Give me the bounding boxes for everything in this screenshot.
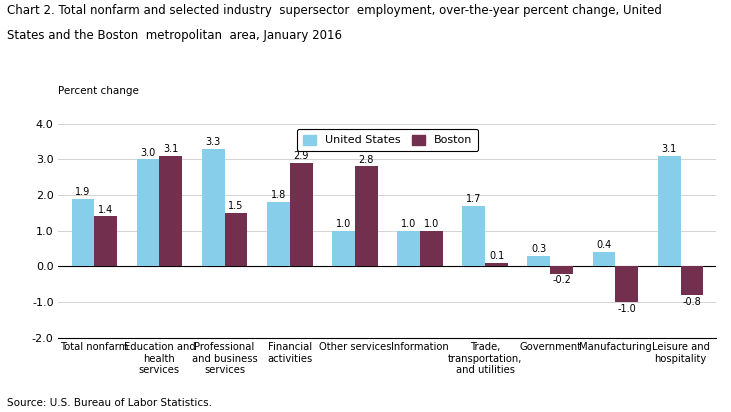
Text: 0.1: 0.1 xyxy=(489,251,504,261)
Text: 1.0: 1.0 xyxy=(424,219,439,229)
Bar xyxy=(332,231,355,267)
Bar xyxy=(550,267,573,274)
Text: 3.1: 3.1 xyxy=(662,144,677,154)
Bar xyxy=(616,267,638,302)
Text: 3.0: 3.0 xyxy=(140,147,156,157)
Bar xyxy=(528,256,550,267)
Text: 3.1: 3.1 xyxy=(163,144,178,154)
Bar xyxy=(289,163,313,267)
Text: -1.0: -1.0 xyxy=(618,304,636,314)
Text: Chart 2. Total nonfarm and selected industry  supersector  employment, over-the-: Chart 2. Total nonfarm and selected indu… xyxy=(7,4,662,17)
Bar xyxy=(681,267,703,295)
Bar xyxy=(420,231,443,267)
Bar xyxy=(593,252,616,267)
Text: -0.8: -0.8 xyxy=(683,297,701,307)
Bar xyxy=(485,263,508,267)
Text: 2.9: 2.9 xyxy=(293,151,308,161)
Text: 1.4: 1.4 xyxy=(98,205,113,215)
Text: States and the Boston  metropolitan  area, January 2016: States and the Boston metropolitan area,… xyxy=(7,29,342,42)
Text: 1.9: 1.9 xyxy=(75,187,91,197)
Text: Source: U.S. Bureau of Labor Statistics.: Source: U.S. Bureau of Labor Statistics. xyxy=(7,398,212,408)
Text: 3.3: 3.3 xyxy=(205,137,221,147)
Bar xyxy=(94,216,117,267)
Bar xyxy=(159,156,182,267)
Bar xyxy=(397,231,420,267)
Text: 0.4: 0.4 xyxy=(596,240,612,250)
Text: 0.3: 0.3 xyxy=(531,244,547,254)
Bar xyxy=(224,213,247,267)
Text: -0.2: -0.2 xyxy=(552,275,571,286)
Bar xyxy=(72,199,94,267)
Bar xyxy=(137,159,159,267)
Text: 1.0: 1.0 xyxy=(401,219,416,229)
Text: 1.8: 1.8 xyxy=(270,190,286,200)
Bar xyxy=(202,149,224,267)
Bar xyxy=(462,206,485,267)
Bar xyxy=(355,166,378,267)
Text: Percent change: Percent change xyxy=(58,86,140,96)
Text: 1.0: 1.0 xyxy=(336,219,351,229)
Text: 1.5: 1.5 xyxy=(228,201,243,211)
Text: 2.8: 2.8 xyxy=(359,154,374,165)
Text: 1.7: 1.7 xyxy=(466,194,482,204)
Bar xyxy=(658,156,681,267)
Bar xyxy=(267,202,289,267)
Legend: United States, Boston: United States, Boston xyxy=(297,129,478,151)
